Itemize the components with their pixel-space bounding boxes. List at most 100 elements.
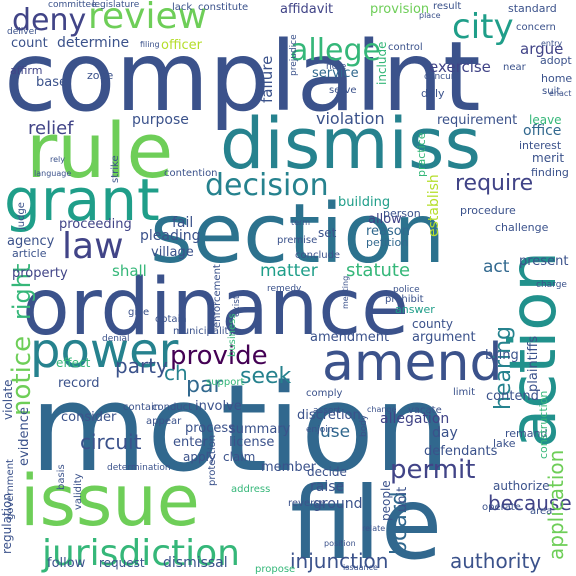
word-jurisdiction: jurisdiction <box>41 533 240 574</box>
word-violate: violate <box>1 379 15 420</box>
word-failure: failure <box>258 56 276 103</box>
word-village: village <box>151 245 194 260</box>
word-legislature: legislature <box>92 0 140 10</box>
word-exercise: exercise <box>429 58 491 76</box>
word-authorize: authorize <box>493 479 550 493</box>
word-include: include <box>375 42 389 85</box>
word-follow: follow <box>47 556 86 571</box>
word-officer: officer <box>161 38 203 53</box>
word-count: count <box>11 36 48 51</box>
word-involve: involve <box>195 399 242 414</box>
word-procedure: procedure <box>460 204 516 217</box>
word-issuance: issuance <box>343 563 378 572</box>
word-leave: leave <box>529 113 562 127</box>
word-contain: contain <box>123 402 160 413</box>
word-consider: consider <box>61 410 117 425</box>
word-concur: concur <box>424 72 455 82</box>
word-pleading: pleading <box>140 228 201 244</box>
word-board: board <box>387 491 412 555</box>
word-deny: deny <box>12 3 86 38</box>
word-contention: contention <box>164 168 218 179</box>
word-hearing: hearing <box>491 326 516 410</box>
word-statute: statute <box>346 260 410 281</box>
word-party: party <box>115 354 168 378</box>
word-relate: relate <box>362 524 385 533</box>
word-change: change <box>367 405 397 414</box>
word-decide: decide <box>307 465 347 479</box>
word-propose: propose <box>255 564 295 575</box>
word-practice: practice <box>415 132 428 177</box>
word-address: address <box>231 484 270 495</box>
word-allege: allege <box>290 33 381 68</box>
word-business: business <box>227 313 238 357</box>
word-relief: relief <box>28 118 74 139</box>
word-determination: determination <box>107 463 171 473</box>
word-appear: appear <box>146 416 182 427</box>
word-reason: reason <box>366 224 410 239</box>
word-building: building <box>338 195 390 210</box>
word-construction: construction <box>537 391 550 459</box>
word-municipality: municipality <box>173 326 234 337</box>
word-file: file <box>290 465 442 576</box>
word-denial: denial <box>102 334 129 344</box>
word-committee: committee <box>48 0 97 10</box>
word-judge: judge <box>16 202 27 231</box>
word-argue: argue <box>520 40 563 58</box>
word-power: power <box>30 323 179 379</box>
word-circuit: circuit <box>80 430 142 454</box>
word-process: process <box>185 421 235 436</box>
word-serve: serve <box>329 85 357 96</box>
word-requirement: requirement <box>437 113 517 128</box>
word-request: request <box>99 556 145 570</box>
word-interest: interest <box>519 139 562 152</box>
word-amendment: amendment <box>310 330 389 345</box>
word-determine: determine <box>57 35 129 51</box>
word-affirm: affirm <box>10 64 42 77</box>
word-filing: filing <box>140 40 160 49</box>
word-review: review <box>88 0 207 37</box>
word-duly: duly <box>421 87 445 100</box>
word-operate: operate <box>482 502 521 513</box>
word-right: right <box>8 264 36 320</box>
word-vacate: vacate <box>408 405 442 416</box>
word-enact: enact <box>549 89 571 98</box>
word-reverse: reverse <box>288 498 326 509</box>
word-person: person <box>383 207 421 220</box>
word-article: article <box>12 247 47 260</box>
word-fail: fail <box>172 215 193 231</box>
word-premise: premise <box>277 235 317 246</box>
word-present: present <box>519 254 568 269</box>
word-home: home <box>541 72 572 85</box>
word-limit: limit <box>453 387 475 398</box>
word-day: day <box>432 425 458 441</box>
word-prejudice: prejudice <box>289 34 299 76</box>
word-dismissal: dismissal <box>163 555 228 571</box>
word-provision: provision <box>370 2 429 17</box>
word-discretion: discretion <box>297 408 361 423</box>
word-seek: seek <box>240 364 292 389</box>
word-license: license <box>229 435 274 450</box>
word-use: use <box>320 422 350 442</box>
word-office: office <box>523 123 561 139</box>
word-adopt: adopt <box>540 54 572 67</box>
word-affidavit: affidavit <box>280 2 333 17</box>
word-near: near <box>503 62 527 73</box>
word-term: term <box>291 218 310 227</box>
word-conduct: conduct <box>152 402 192 413</box>
word-contend: contend <box>486 389 539 404</box>
word-grant: grant <box>4 166 160 234</box>
word-control: control <box>388 42 423 53</box>
word-argument: argument <box>412 330 476 345</box>
word-act: act <box>483 257 510 277</box>
word-set: set <box>318 226 337 240</box>
word-prohibit: prohibit <box>385 294 424 305</box>
word-basis: basis <box>56 464 67 490</box>
word-obtain: obtain <box>155 314 187 325</box>
word-evidence: evidence <box>17 407 32 466</box>
word-purpose: purpose <box>132 112 189 128</box>
word-summary: summary <box>229 422 291 437</box>
word-exist: exist <box>232 295 242 317</box>
word-protection: protection <box>207 435 218 486</box>
word-body: body <box>359 414 369 437</box>
